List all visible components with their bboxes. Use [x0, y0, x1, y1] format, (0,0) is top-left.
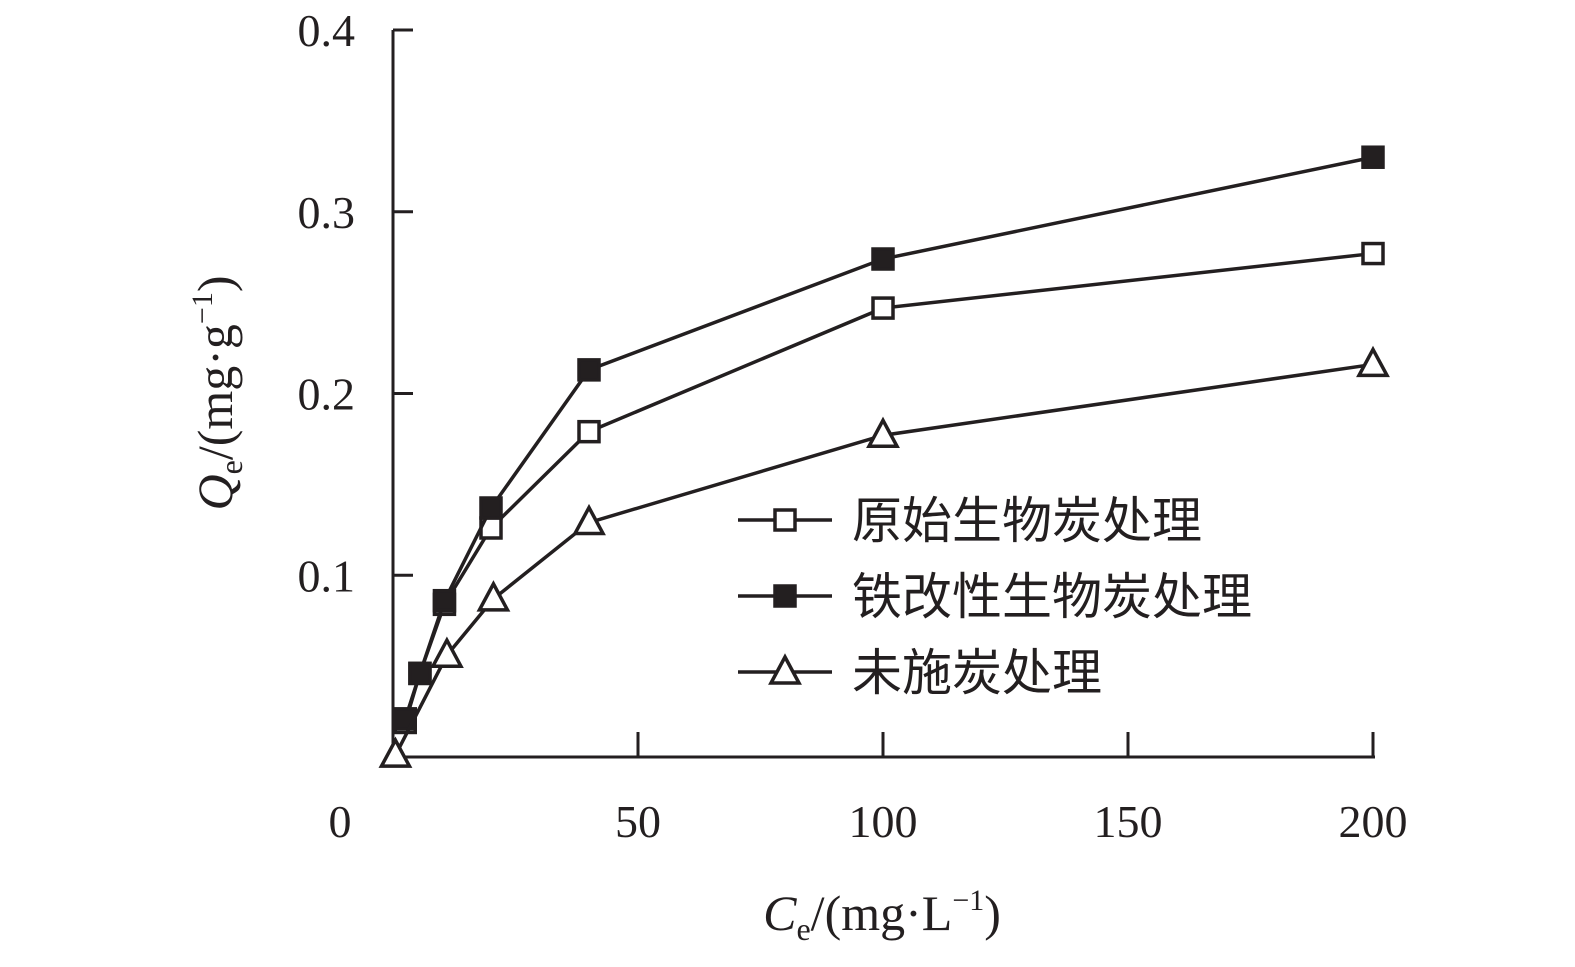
- y-tick-label: 0.2: [298, 369, 356, 420]
- legend-label: 未施炭处理: [852, 644, 1102, 702]
- x-axis-label: Ce/(mg·L−1): [763, 884, 1001, 947]
- legend-item: 未施炭处理: [738, 644, 1102, 702]
- x-tick-label: 50: [615, 796, 661, 847]
- x-tick-label: 100: [849, 796, 918, 847]
- data-point: [429, 636, 464, 668]
- series-line: [393, 362, 1374, 756]
- data-point: [1356, 345, 1390, 378]
- y-axis-label: Qe/(mg·g−1): [186, 276, 249, 511]
- legend-marker: [773, 584, 797, 608]
- data-point: [572, 503, 606, 536]
- data-point: [1361, 145, 1385, 169]
- tick-labels: 0 50 100 150 200 0.1 0.2 0.3 0.4: [298, 5, 1408, 847]
- data-point: [577, 419, 601, 444]
- data-point: [378, 736, 413, 768]
- series-group: [378, 145, 1390, 768]
- data-point: [871, 247, 895, 271]
- series-open-triangle: [378, 345, 1390, 768]
- axes: [391, 28, 1375, 759]
- x-tick-label: 200: [1339, 796, 1408, 847]
- legend-marker: [768, 653, 802, 685]
- series-filled-square: [393, 145, 1385, 731]
- legend-label: 原始生物炭处理: [852, 492, 1202, 550]
- x-tick-label: 0: [329, 796, 352, 847]
- legend-label: 铁改性生物炭处理: [852, 568, 1252, 626]
- x-tick-label: 150: [1094, 796, 1163, 847]
- y-tick-label: 0.3: [298, 187, 356, 238]
- data-point: [479, 496, 503, 520]
- y-tick-label: 0.1: [298, 550, 356, 601]
- legend-item: 铁改性生物炭处理: [738, 568, 1252, 626]
- data-point: [432, 588, 457, 613]
- data-point: [577, 358, 601, 382]
- legend-marker: [773, 508, 797, 532]
- data-point: [871, 296, 895, 320]
- data-point: [476, 580, 511, 612]
- data-point: [408, 661, 432, 686]
- y-tick-label: 0.4: [298, 5, 356, 56]
- legend-item: 原始生物炭处理: [738, 492, 1202, 550]
- data-point: [1361, 241, 1385, 266]
- data-point: [866, 416, 900, 449]
